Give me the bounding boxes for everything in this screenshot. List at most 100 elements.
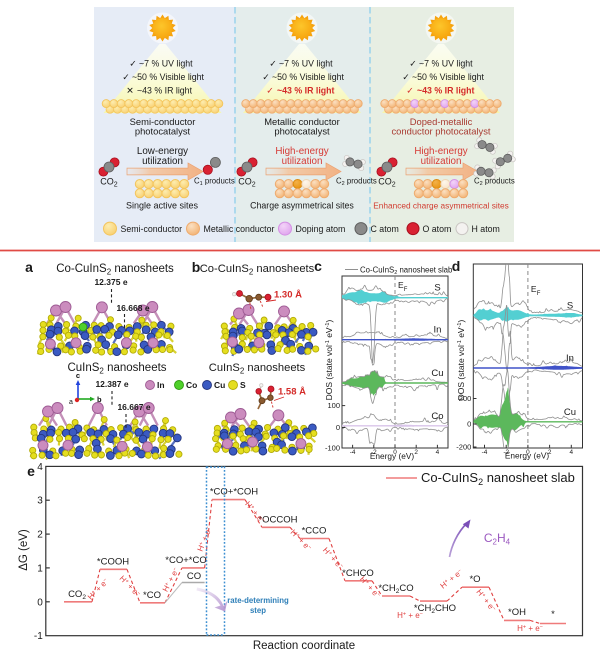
svg-text:~50 % Visible light: ~50 % Visible light	[412, 72, 485, 82]
svg-text:High-energy: High-energy	[414, 146, 467, 157]
svg-text:C atom: C atom	[371, 224, 399, 234]
svg-text:Energy (eV): Energy (eV)	[370, 451, 415, 461]
svg-text:0: 0	[467, 420, 471, 429]
svg-text:Co: Co	[431, 411, 443, 422]
svg-text:✕: ✕	[126, 86, 134, 96]
svg-text:d: d	[452, 258, 461, 274]
svg-text:*OCCOH: *OCCOH	[258, 514, 297, 525]
svg-text:*O: *O	[469, 574, 480, 585]
svg-text:High-energy: High-energy	[275, 146, 328, 157]
svg-text:a: a	[25, 259, 33, 275]
svg-text:E: E	[398, 280, 404, 290]
svg-text:✓: ✓	[262, 72, 270, 82]
svg-text:F: F	[404, 287, 408, 293]
svg-text:*CCO: *CCO	[302, 526, 327, 537]
svg-text:✓: ✓	[269, 59, 277, 69]
svg-text:ΔG (eV): ΔG (eV)	[18, 529, 30, 571]
svg-text:0: 0	[37, 597, 43, 608]
svg-text:Co: Co	[186, 380, 197, 390]
svg-text:F: F	[537, 291, 541, 297]
svg-text:S: S	[240, 380, 246, 390]
svg-text:E: E	[531, 284, 537, 294]
svg-text:*CO+*COH: *CO+*COH	[210, 487, 258, 498]
svg-text:C2 products: C2 products	[474, 177, 515, 188]
svg-text:DOS (state vol-1 eV-1): DOS (state vol-1 eV-1)	[456, 320, 466, 401]
svg-text:Co-CuInS2 nanosheet slab: Co-CuInS2 nanosheet slab	[421, 470, 575, 487]
svg-text:✓: ✓	[266, 86, 274, 96]
svg-text:~7 % UV light: ~7 % UV light	[279, 59, 333, 69]
svg-text:3: 3	[37, 496, 43, 507]
svg-text:~50 % Visible light: ~50 % Visible light	[132, 72, 205, 82]
svg-text:b: b	[192, 259, 201, 275]
svg-text:*CHCO: *CHCO	[342, 568, 374, 579]
svg-text:Cu: Cu	[431, 368, 443, 379]
svg-text:2: 2	[548, 449, 552, 456]
svg-text:In: In	[566, 353, 574, 364]
svg-text:-4: -4	[482, 449, 488, 456]
svg-text:Charge asymmetrical sites: Charge asymmetrical sites	[250, 201, 354, 211]
svg-text:Cu: Cu	[214, 380, 225, 390]
svg-text:-2: -2	[371, 449, 377, 456]
svg-text:✓: ✓	[122, 72, 130, 82]
svg-text:S: S	[434, 283, 440, 294]
svg-text:b: b	[97, 395, 102, 404]
svg-text:12.375 e: 12.375 e	[94, 277, 127, 287]
svg-text:H+ + e−: H+ + e−	[397, 611, 423, 620]
svg-text:CO2: CO2	[378, 177, 396, 189]
svg-text:Metallic conductor: Metallic conductor	[264, 116, 340, 127]
svg-text:*COOH: *COOH	[97, 556, 129, 567]
svg-text:Semi-conductor: Semi-conductor	[121, 224, 183, 234]
svg-text:✓: ✓	[129, 59, 137, 69]
svg-text:a: a	[69, 399, 73, 406]
svg-text:~50 % Visible light: ~50 % Visible light	[272, 72, 345, 82]
svg-text:*CH2CO: *CH2CO	[378, 583, 413, 595]
svg-text:utilization: utilization	[421, 156, 462, 167]
svg-text:*CO: *CO	[143, 590, 161, 601]
svg-text:Cu: Cu	[564, 407, 576, 418]
svg-text:c: c	[314, 258, 322, 274]
svg-text:DOS (state vol-1 eV-1): DOS (state vol-1 eV-1)	[324, 320, 334, 401]
svg-text:CO2: CO2	[238, 177, 256, 189]
svg-text:16.668 e: 16.668 e	[116, 303, 149, 313]
svg-text:2: 2	[414, 449, 418, 456]
svg-text:0: 0	[336, 423, 340, 432]
svg-text:*: *	[551, 609, 555, 620]
svg-text:200: 200	[459, 394, 472, 403]
svg-text:✓: ✓	[409, 59, 417, 69]
svg-text:~43 % IR light: ~43 % IR light	[137, 86, 193, 96]
svg-text:1.30 Å: 1.30 Å	[274, 290, 302, 301]
svg-text:16.667 e: 16.667 e	[117, 402, 150, 412]
svg-text:-4: -4	[350, 449, 356, 456]
svg-text:Low-energy: Low-energy	[137, 146, 188, 157]
svg-text:rate-determining: rate-determining	[227, 596, 289, 605]
svg-text:O atom: O atom	[423, 224, 452, 234]
svg-text:-100: -100	[325, 444, 340, 453]
svg-text:Co-CuInS2 nanosheets: Co-CuInS2 nanosheets	[56, 263, 174, 277]
svg-text:4: 4	[37, 462, 43, 473]
svg-text:Co-CuInS2 nanosheets: Co-CuInS2 nanosheets	[200, 263, 315, 277]
svg-text:H atom: H atom	[472, 224, 500, 234]
svg-text:2: 2	[37, 530, 43, 541]
svg-text:photocatalyst: photocatalyst	[135, 126, 191, 137]
svg-text:S: S	[567, 300, 573, 311]
svg-text:e: e	[27, 463, 35, 479]
svg-text:12.387 e: 12.387 e	[95, 379, 128, 389]
svg-text:1: 1	[37, 563, 43, 574]
svg-text:utilization: utilization	[142, 156, 183, 167]
svg-text:*CH2CHO: *CH2CHO	[414, 603, 456, 615]
svg-text:Energy (eV): Energy (eV)	[505, 450, 550, 460]
svg-text:C2H4: C2H4	[484, 531, 511, 547]
svg-text:utilization: utilization	[282, 156, 323, 167]
svg-text:CO2: CO2	[100, 177, 118, 189]
svg-text:✓: ✓	[402, 72, 410, 82]
svg-text:4: 4	[570, 449, 574, 456]
svg-text:CuInS2 nanosheets: CuInS2 nanosheets	[67, 362, 166, 376]
svg-text:~7 % UV light: ~7 % UV light	[139, 59, 193, 69]
svg-text:*OH: *OH	[508, 607, 526, 618]
svg-text:In: In	[434, 325, 442, 336]
svg-text:Metallic conductor: Metallic conductor	[204, 224, 275, 234]
svg-text:C2 products: C2 products	[336, 177, 377, 188]
svg-text:-2: -2	[503, 449, 509, 456]
svg-text:CO2: CO2	[68, 589, 86, 601]
svg-text:-1: -1	[34, 631, 43, 642]
